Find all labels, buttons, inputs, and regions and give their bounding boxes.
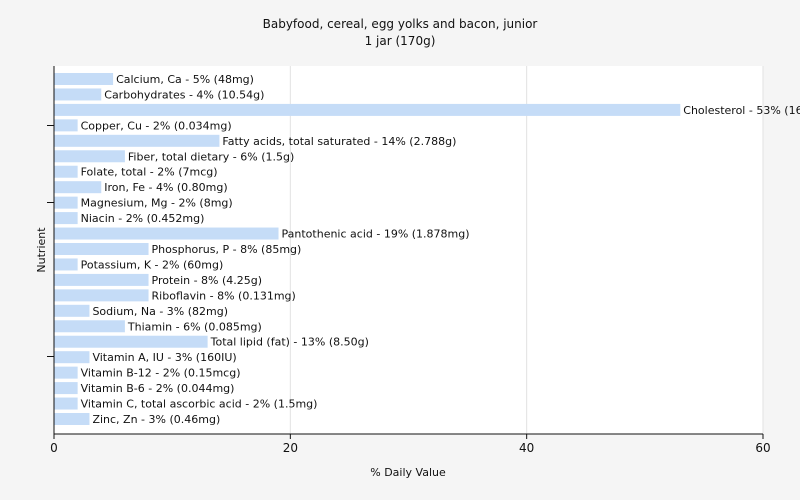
bar: [54, 134, 220, 147]
bar-label: Carbohydrates - 4% (10.54g): [104, 88, 264, 101]
grid-lines: [289, 66, 764, 434]
bar: [54, 258, 78, 271]
bar-label: Copper, Cu - 2% (0.034mg): [81, 119, 232, 132]
chart-title: Babyfood, cereal, egg yolks and bacon, j…: [263, 17, 538, 31]
bar: [54, 119, 78, 132]
bar-label: Thiamin - 6% (0.085mg): [127, 320, 262, 333]
bar-label: Niacin - 2% (0.452mg): [81, 212, 205, 225]
bar: [54, 289, 149, 302]
bar-label: Total lipid (fat) - 13% (8.50g): [210, 336, 369, 349]
bar-label: Magnesium, Mg - 2% (8mg): [81, 197, 233, 210]
bar: [54, 273, 149, 286]
bar-label: Iron, Fe - 4% (0.80mg): [104, 181, 227, 194]
bar: [54, 88, 102, 101]
axes: 0 20 40 60: [47, 66, 771, 455]
bar: [54, 382, 78, 395]
x-tick-label: 40: [519, 441, 534, 455]
bar-label: Protein - 8% (4.25g): [152, 274, 263, 287]
bar: [54, 351, 90, 364]
bar: [54, 181, 102, 194]
bar: [54, 212, 78, 225]
bar: [54, 397, 78, 410]
x-tick-label: 20: [283, 441, 298, 455]
bar-label: Vitamin B-6 - 2% (0.044mg): [81, 382, 235, 395]
bar-label: Folate, total - 2% (7mcg): [81, 166, 218, 179]
bar-label: Zinc, Zn - 3% (0.46mg): [92, 413, 220, 426]
x-tick-label: 60: [755, 441, 770, 455]
bar: [54, 103, 681, 116]
bar-label: Calcium, Ca - 5% (48mg): [116, 73, 254, 86]
bar: [54, 196, 78, 209]
x-axis-title: % Daily Value: [370, 466, 446, 479]
x-tick-label: 0: [50, 441, 58, 455]
bar-label: Phosphorus, P - 8% (85mg): [152, 243, 302, 256]
bar: [54, 227, 279, 240]
bar: [54, 150, 125, 163]
y-axis-title: Nutrient: [35, 227, 48, 273]
bar-label: Pantothenic acid - 19% (1.878mg): [282, 228, 470, 241]
bar-label: Potassium, K - 2% (60mg): [81, 258, 224, 271]
bar: [54, 165, 78, 178]
bar-label: Vitamin A, IU - 3% (160IU): [92, 351, 236, 364]
plot-area: [54, 66, 763, 434]
bar-label: Fatty acids, total saturated - 14% (2.78…: [222, 135, 456, 148]
bar: [54, 320, 125, 333]
bar-label: Riboflavin - 8% (0.131mg): [152, 289, 296, 302]
bar: [54, 304, 90, 317]
bar: [54, 335, 208, 348]
bar-label: Vitamin B-12 - 2% (0.15mcg): [81, 367, 241, 380]
bar-label: Sodium, Na - 3% (82mg): [92, 305, 228, 318]
bar: [54, 73, 114, 85]
bars: Calcium, Ca - 5% (48mg) Carbohydrates - 4…: [54, 73, 800, 426]
bar-label: Cholesterol - 53% (160mg): [683, 104, 800, 117]
bar: [54, 243, 149, 255]
bar-label: Vitamin C, total ascorbic acid - 2% (1.5…: [81, 398, 318, 411]
chart-subtitle: 1 jar (170g): [365, 34, 436, 48]
bar: [54, 413, 90, 425]
bar: [54, 366, 78, 379]
bar-label: Fiber, total dietary - 6% (1.5g): [128, 150, 294, 163]
